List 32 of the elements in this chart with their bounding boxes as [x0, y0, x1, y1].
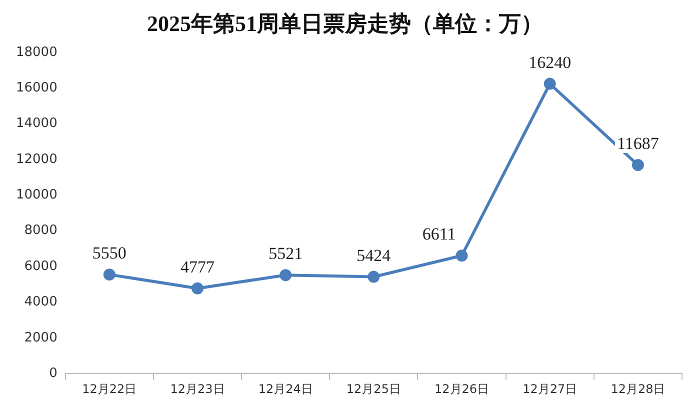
point: [456, 250, 468, 262]
data-label: 5424: [356, 246, 392, 265]
y-tick-label: 8000: [24, 223, 58, 238]
point: [544, 78, 556, 90]
x-tick-label: 12月26日: [434, 382, 490, 396]
x-tick-label: 12月28日: [610, 382, 666, 396]
point: [280, 269, 292, 282]
point: [103, 268, 116, 281]
y-tick-label: 12000: [16, 152, 58, 167]
chart-title: 2025年第51周单日票房走势（单位：万）: [147, 10, 543, 36]
y-tick-label: 0: [49, 366, 58, 381]
x-tick-label: 12月27日: [522, 382, 578, 396]
data-label: 16240: [528, 52, 572, 72]
point: [368, 270, 380, 283]
point: [191, 282, 204, 294]
y-tick-label: 10000: [16, 188, 58, 203]
point: [632, 159, 644, 172]
x-tick-label: 12月24日: [258, 382, 313, 396]
y-tick-label: 6000: [24, 258, 58, 274]
data-label: 5521: [268, 244, 303, 264]
x-tick-label: 12月25日: [346, 382, 401, 396]
x-tick-label: 12月23日: [170, 382, 225, 396]
data-label: 11687: [617, 134, 660, 154]
data-label: 5550: [92, 244, 126, 263]
x-tick-label: 12月22日: [82, 382, 137, 396]
y-tick-label: 14000: [16, 116, 58, 132]
data-label: 4777: [180, 257, 215, 276]
data-label: 6611: [422, 224, 456, 244]
y-tick-label: 16000: [16, 80, 58, 96]
y-tick-label: 2000: [24, 330, 58, 346]
y-tick-label: 18000: [16, 44, 58, 60]
y-tick-label: 4000: [24, 294, 58, 310]
